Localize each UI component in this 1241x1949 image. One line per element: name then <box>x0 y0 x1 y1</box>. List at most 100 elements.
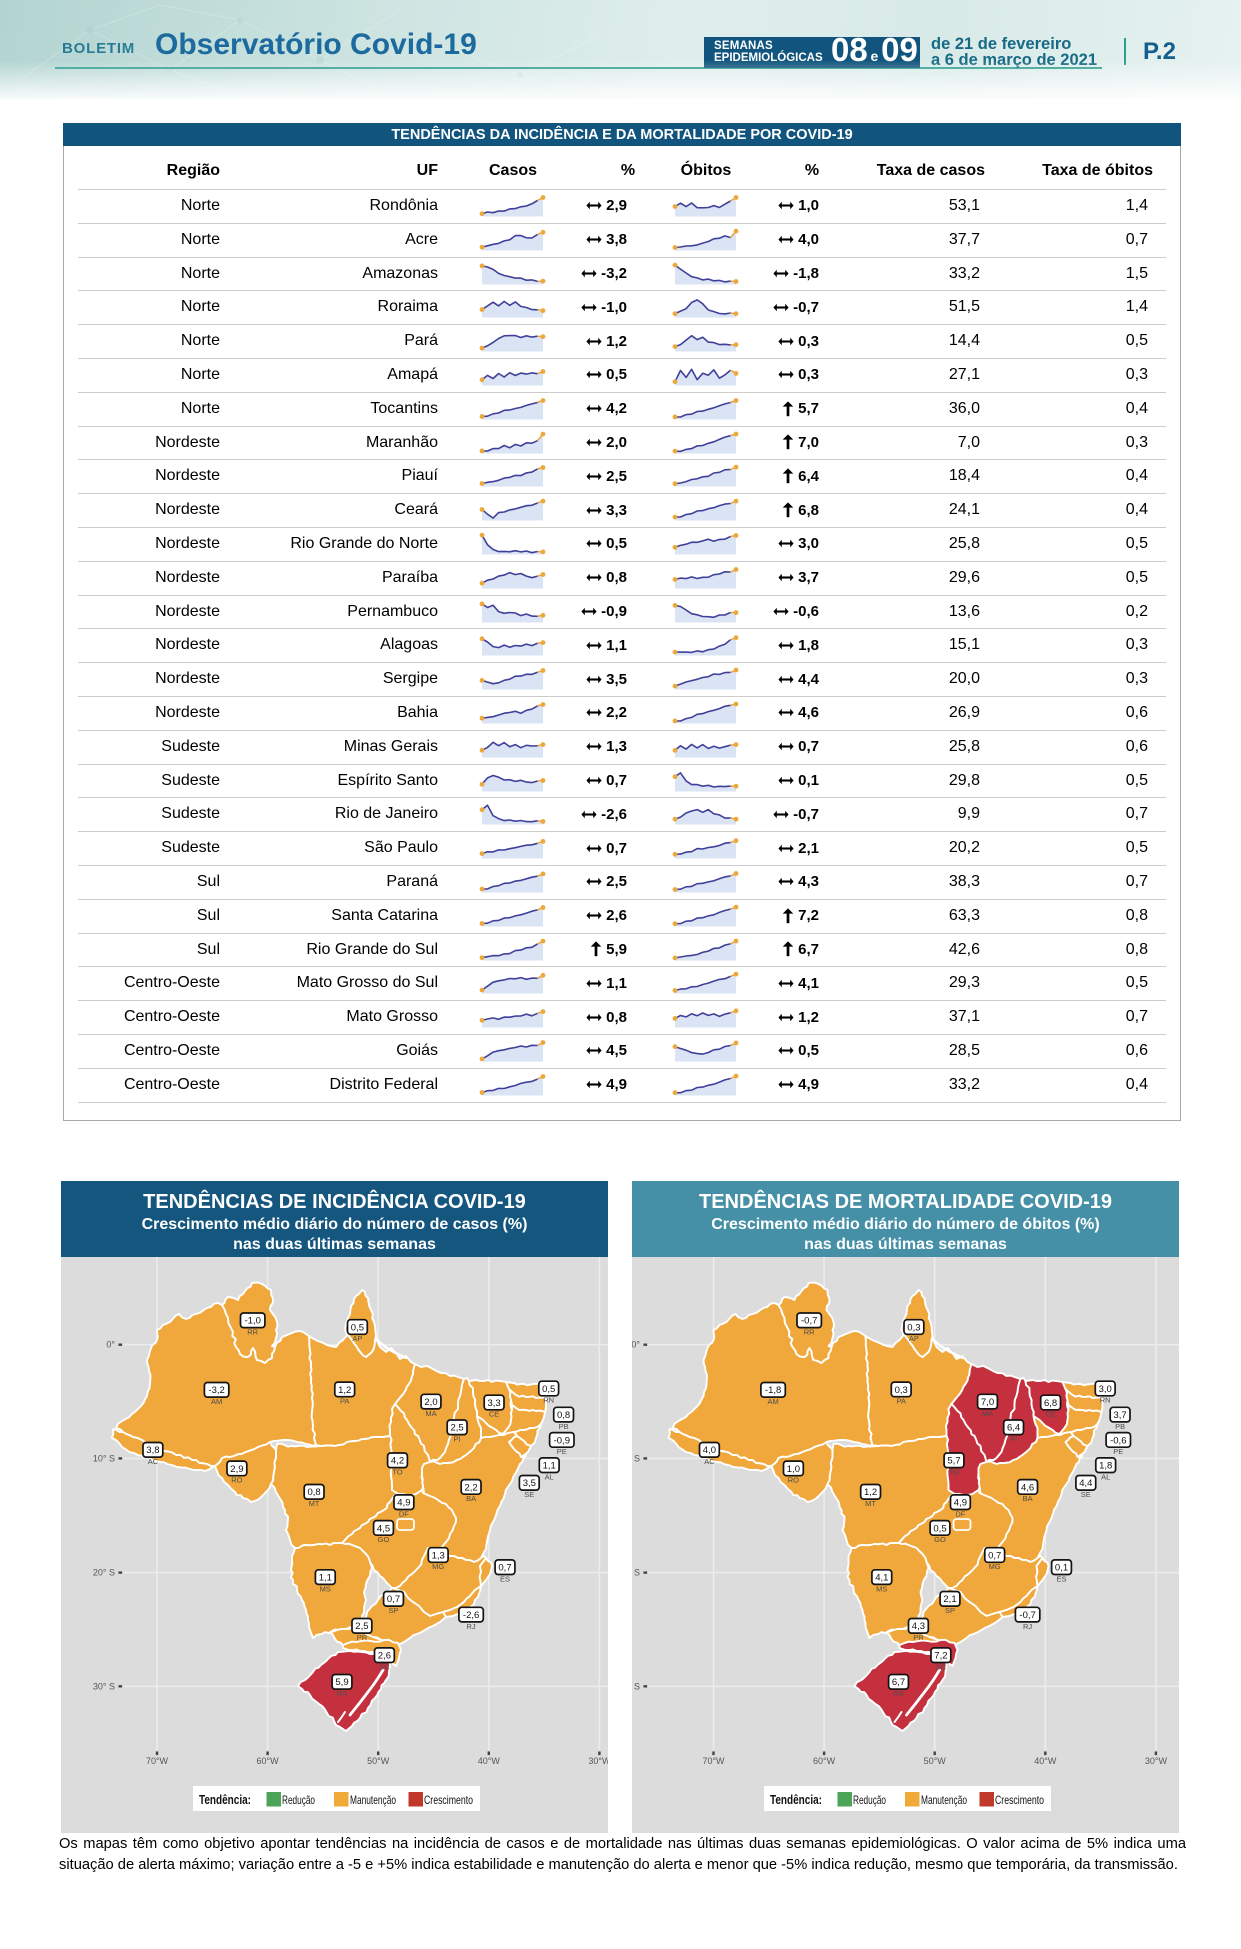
svg-text:RN: RN <box>1100 1396 1111 1405</box>
svg-text:6,7: 6,7 <box>892 1677 905 1688</box>
svg-text:PA: PA <box>896 1397 905 1406</box>
svg-text:AC: AC <box>704 1457 715 1466</box>
svg-text:MT: MT <box>865 1499 876 1508</box>
svg-text:3,8: 3,8 <box>146 1445 159 1456</box>
svg-text:AL: AL <box>545 1472 554 1481</box>
svg-text:RR: RR <box>247 1328 258 1337</box>
svg-text:Crescimento: Crescimento <box>424 1793 473 1807</box>
svg-text:0,8: 0,8 <box>307 1487 320 1498</box>
svg-text:-0,6: -0,6 <box>1110 1435 1126 1446</box>
svg-text:SP: SP <box>388 1606 398 1615</box>
svg-text:7,2: 7,2 <box>934 1651 947 1662</box>
svg-text:DF: DF <box>955 1509 965 1518</box>
svg-text:TO: TO <box>392 1468 402 1477</box>
svg-text:4,1: 4,1 <box>875 1573 888 1584</box>
svg-text:60°W: 60°W <box>257 1756 280 1766</box>
svg-text:1,3: 1,3 <box>432 1550 445 1561</box>
svg-text:Redução: Redução <box>282 1793 315 1807</box>
svg-text:0,7: 0,7 <box>988 1550 1001 1561</box>
svg-text:MA: MA <box>982 1409 993 1418</box>
svg-text:1,0: 1,0 <box>787 1464 800 1475</box>
svg-text:10° S: 10° S <box>93 1453 115 1463</box>
svg-text:SE: SE <box>1081 1490 1091 1499</box>
svg-text:Tendência:: Tendência: <box>770 1792 822 1807</box>
svg-text:30°W: 30°W <box>588 1756 608 1766</box>
svg-text:5,7: 5,7 <box>947 1456 960 1467</box>
svg-text:GO: GO <box>934 1535 946 1544</box>
svg-text:AM: AM <box>767 1397 778 1406</box>
svg-text:PI: PI <box>454 1435 461 1444</box>
svg-text:CE: CE <box>1045 1410 1055 1419</box>
svg-text:RS: RS <box>893 1689 903 1698</box>
svg-text:1,2: 1,2 <box>338 1385 351 1396</box>
svg-text:CE: CE <box>489 1410 499 1419</box>
svg-text:Manutenção: Manutenção <box>350 1793 396 1807</box>
svg-text:Redução: Redução <box>853 1793 886 1807</box>
svg-text:4,9: 4,9 <box>397 1498 410 1509</box>
svg-text:ES: ES <box>1056 1574 1066 1583</box>
svg-text:2,9: 2,9 <box>230 1464 243 1475</box>
svg-text:0°: 0° <box>106 1340 115 1350</box>
svg-text:4,3: 4,3 <box>912 1621 925 1632</box>
svg-text:2,5: 2,5 <box>355 1621 368 1632</box>
svg-text:-1,0: -1,0 <box>245 1316 261 1327</box>
svg-text:1,1: 1,1 <box>543 1461 556 1472</box>
svg-text:50°W: 50°W <box>367 1756 390 1766</box>
svg-text:MT: MT <box>309 1499 320 1508</box>
svg-text:AM: AM <box>211 1397 222 1406</box>
svg-text:60°W: 60°W <box>813 1756 836 1766</box>
svg-text:DF: DF <box>399 1509 409 1518</box>
svg-text:30° S: 30° S <box>632 1681 640 1691</box>
svg-text:2,2: 2,2 <box>464 1482 477 1493</box>
svg-text:Manutenção: Manutenção <box>921 1793 967 1807</box>
svg-text:30° S: 30° S <box>93 1681 115 1691</box>
svg-text:4,9: 4,9 <box>954 1498 967 1509</box>
svg-text:-0,7: -0,7 <box>1019 1610 1035 1621</box>
svg-text:RN: RN <box>543 1396 554 1405</box>
svg-text:4,0: 4,0 <box>703 1445 716 1456</box>
svg-text:1,2: 1,2 <box>864 1487 877 1498</box>
svg-text:RO: RO <box>788 1476 799 1485</box>
svg-text:PR: PR <box>913 1633 924 1642</box>
svg-text:2,1: 2,1 <box>943 1594 956 1605</box>
svg-text:4,2: 4,2 <box>391 1456 404 1467</box>
svg-text:7,0: 7,0 <box>981 1397 994 1408</box>
svg-text:40°W: 40°W <box>478 1756 501 1766</box>
svg-text:10° S: 10° S <box>632 1453 640 1463</box>
svg-text:3,0: 3,0 <box>1099 1384 1112 1395</box>
svg-text:SP: SP <box>945 1606 955 1615</box>
svg-text:BA: BA <box>466 1494 476 1503</box>
svg-text:AL: AL <box>1101 1472 1110 1481</box>
svg-text:MG: MG <box>432 1562 444 1571</box>
svg-text:0°: 0° <box>632 1340 640 1350</box>
svg-text:6,8: 6,8 <box>1044 1398 1057 1409</box>
svg-text:PR: PR <box>357 1633 368 1642</box>
svg-text:0,5: 0,5 <box>542 1384 555 1395</box>
svg-text:BA: BA <box>1023 1494 1033 1503</box>
svg-text:50°W: 50°W <box>924 1756 947 1766</box>
svg-text:0,5: 0,5 <box>933 1523 946 1534</box>
svg-text:RJ: RJ <box>1023 1622 1032 1631</box>
svg-text:PI: PI <box>1010 1435 1017 1444</box>
svg-text:SC: SC <box>379 1662 390 1671</box>
svg-text:MS: MS <box>320 1584 331 1593</box>
svg-text:PE: PE <box>1113 1447 1123 1456</box>
svg-text:0,3: 0,3 <box>895 1385 908 1396</box>
svg-text:-2,6: -2,6 <box>463 1610 479 1621</box>
svg-text:5,9: 5,9 <box>335 1677 348 1688</box>
svg-text:0,3: 0,3 <box>907 1322 920 1333</box>
svg-text:MG: MG <box>989 1562 1001 1571</box>
svg-text:-1,8: -1,8 <box>765 1385 781 1396</box>
svg-text:PE: PE <box>557 1447 567 1456</box>
svg-text:GO: GO <box>378 1535 390 1544</box>
svg-text:0,8: 0,8 <box>557 1410 570 1421</box>
svg-text:0,7: 0,7 <box>387 1594 400 1605</box>
svg-text:AC: AC <box>148 1457 159 1466</box>
svg-text:0,1: 0,1 <box>1055 1563 1068 1574</box>
svg-text:SC: SC <box>936 1662 947 1671</box>
svg-text:PA: PA <box>340 1397 349 1406</box>
svg-text:AP: AP <box>909 1334 919 1343</box>
svg-text:0,5: 0,5 <box>351 1322 364 1333</box>
svg-text:PB: PB <box>559 1422 569 1431</box>
svg-text:MA: MA <box>425 1409 436 1418</box>
